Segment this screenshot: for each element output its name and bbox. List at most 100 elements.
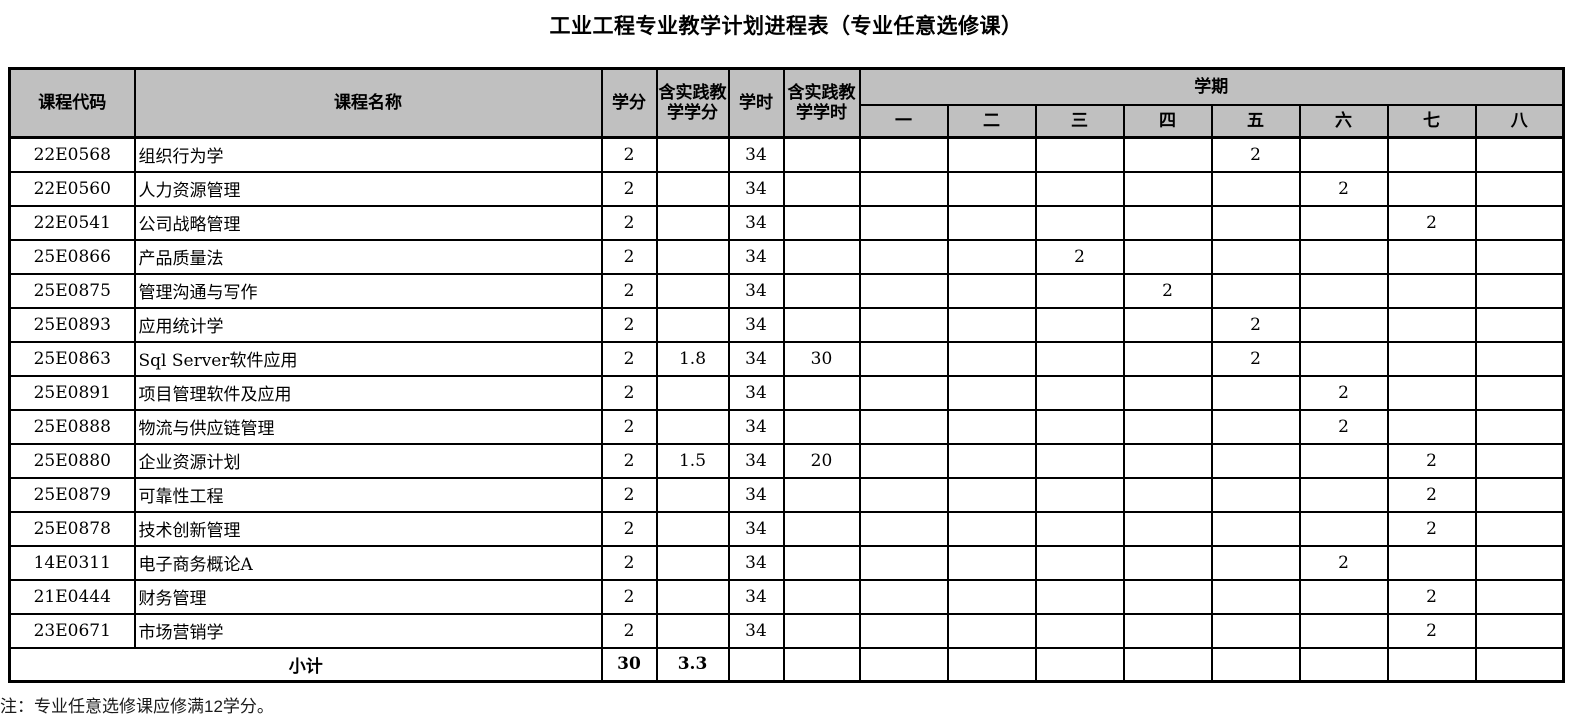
hours-cell: 34 — [727, 612, 785, 649]
semester-5-cell — [1210, 578, 1301, 615]
practice-hours-cell: 20 — [782, 442, 861, 479]
semester-3-cell — [1034, 272, 1125, 309]
practice-hours-cell — [782, 272, 861, 309]
semester-6-cell — [1298, 578, 1389, 615]
semester-1-cell — [858, 408, 949, 445]
semester-2-cell — [946, 238, 1037, 275]
semester-8-cell — [1474, 238, 1565, 275]
course-name-cell: 产品质量法 — [133, 238, 603, 275]
subtotal-semester-8 — [1474, 646, 1565, 683]
course-name-cell: 物流与供应链管理 — [133, 408, 603, 445]
semester-7-cell: 2 — [1386, 612, 1477, 649]
practice-hours-cell — [782, 374, 861, 411]
semester-1-cell — [858, 476, 949, 513]
table-header: 课程代码 课程名称 学分 含实践教学学分 学时 含实践教学学时 学期 一二三四五… — [8, 67, 1565, 139]
semester-5-cell — [1210, 408, 1301, 445]
course-code-cell: 21E0444 — [8, 578, 136, 615]
hours-cell: 34 — [727, 510, 785, 547]
semester-8-cell — [1474, 272, 1565, 309]
credits-cell: 2 — [600, 544, 658, 581]
practice-credits-cell — [655, 510, 730, 547]
header-semester-3: 三 — [1034, 103, 1125, 139]
semester-4-cell — [1122, 136, 1213, 173]
semester-4-cell — [1122, 408, 1213, 445]
semester-1-cell — [858, 544, 949, 581]
course-code-cell: 25E0878 — [8, 510, 136, 547]
course-name-cell: 技术创新管理 — [133, 510, 603, 547]
semester-1-cell — [858, 442, 949, 479]
practice-credits-cell — [655, 578, 730, 615]
semester-2-cell — [946, 306, 1037, 343]
header-semester-4: 四 — [1122, 103, 1213, 139]
semester-4-cell — [1122, 170, 1213, 207]
header-hours: 学时 — [727, 67, 785, 139]
semester-7-cell — [1386, 136, 1477, 173]
footnote: 注：专业任意选修课应修满12学分。 — [0, 697, 274, 716]
header-credits: 学分 — [600, 67, 658, 139]
semester-8-cell — [1474, 408, 1565, 445]
semester-4-cell — [1122, 238, 1213, 275]
course-code-cell: 25E0891 — [8, 374, 136, 411]
semester-7-cell: 2 — [1386, 510, 1477, 547]
header-semester-5: 五 — [1210, 103, 1301, 139]
semester-3-cell — [1034, 510, 1125, 547]
semester-6-cell — [1298, 306, 1389, 343]
hours-cell: 34 — [727, 442, 785, 479]
semester-5-cell — [1210, 204, 1301, 241]
semester-4-cell — [1122, 476, 1213, 513]
semester-6-cell — [1298, 612, 1389, 649]
credits-cell: 2 — [600, 306, 658, 343]
credits-cell: 2 — [600, 442, 658, 479]
semester-8-cell — [1474, 476, 1565, 513]
semester-8-cell — [1474, 374, 1565, 411]
course-row: 25E0863 Sql Server软件应用 2 1.8 34 30 2 — [8, 340, 1565, 377]
practice-credits-cell: 1.5 — [655, 442, 730, 479]
semester-1-cell — [858, 136, 949, 173]
semester-7-cell — [1386, 374, 1477, 411]
semester-5-cell — [1210, 170, 1301, 207]
course-name-cell: 市场营销学 — [133, 612, 603, 649]
course-row: 23E0671 市场营销学 2 34 2 — [8, 612, 1565, 649]
semester-4-cell — [1122, 374, 1213, 411]
semester-1-cell — [858, 510, 949, 547]
practice-credits-cell — [655, 238, 730, 275]
semester-5-cell — [1210, 544, 1301, 581]
practice-credits-cell — [655, 170, 730, 207]
semester-3-cell — [1034, 578, 1125, 615]
semester-6-cell — [1298, 510, 1389, 547]
subtotal-semester-6 — [1298, 646, 1389, 683]
header-row-main: 课程代码 课程名称 学分 含实践教学学分 学时 含实践教学学时 学期 — [8, 67, 1565, 139]
course-row: 22E0541 公司战略管理 2 34 2 — [8, 204, 1565, 241]
course-code-cell: 22E0568 — [8, 136, 136, 173]
semester-4-cell: 2 — [1122, 272, 1213, 309]
semester-5-cell: 2 — [1210, 340, 1301, 377]
semester-4-cell — [1122, 578, 1213, 615]
course-row: 25E0893 应用统计学 2 34 2 — [8, 306, 1565, 343]
practice-credits-cell — [655, 408, 730, 445]
semester-1-cell — [858, 340, 949, 377]
semester-1-cell — [858, 170, 949, 207]
semester-7-cell: 2 — [1386, 204, 1477, 241]
hours-cell: 34 — [727, 306, 785, 343]
practice-credits-cell — [655, 374, 730, 411]
course-row: 25E0880 企业资源计划 2 1.5 34 20 2 — [8, 442, 1565, 479]
practice-hours-cell — [782, 238, 861, 275]
semester-6-cell — [1298, 136, 1389, 173]
semester-5-cell — [1210, 272, 1301, 309]
semester-6-cell — [1298, 476, 1389, 513]
semester-3-cell: 2 — [1034, 238, 1125, 275]
course-row: 25E0879 可靠性工程 2 34 2 — [8, 476, 1565, 513]
semester-5-cell — [1210, 612, 1301, 649]
hours-cell: 34 — [727, 408, 785, 445]
semester-2-cell — [946, 544, 1037, 581]
course-name-cell: 财务管理 — [133, 578, 603, 615]
subtotal-semester-3 — [1034, 646, 1125, 683]
semester-7-cell — [1386, 306, 1477, 343]
semester-7-cell — [1386, 340, 1477, 377]
semester-6-cell — [1298, 272, 1389, 309]
course-name-cell: 人力资源管理 — [133, 170, 603, 207]
practice-hours-cell — [782, 612, 861, 649]
page-title: 工业工程专业教学计划进程表（专业任意选修课） — [549, 15, 1023, 38]
credits-cell: 2 — [600, 272, 658, 309]
table-body: 22E0568 组织行为学 2 34 2 22E0560 人力资源管理 2 34 2 22E0541… — [8, 136, 1565, 683]
